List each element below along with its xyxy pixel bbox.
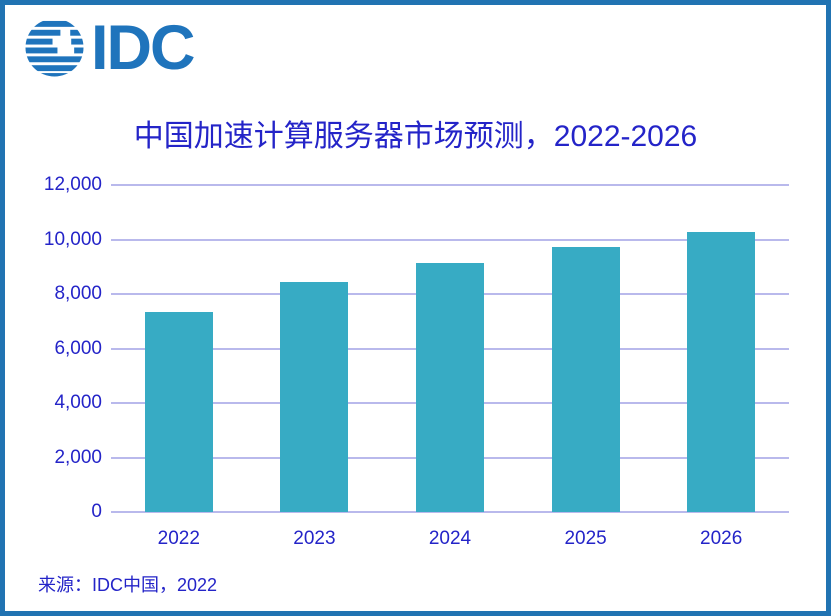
bars-group bbox=[111, 185, 789, 512]
bar-2022 bbox=[144, 312, 213, 512]
idc-logo-text: IDC bbox=[91, 12, 195, 83]
bar-2024 bbox=[415, 262, 484, 512]
bar-chart-plot-area: 2022 2023 2024 2025 2026 0 2,000 4,000 6,000 8,0… bbox=[44, 175, 789, 549]
x-axis-label-2026: 2026 bbox=[700, 528, 743, 549]
y-axis-label: 2,000 bbox=[54, 446, 102, 468]
y-axis-label: 0 bbox=[91, 501, 102, 522]
x-axis-label-2022: 2022 bbox=[157, 528, 200, 549]
idc-globe-icon bbox=[25, 20, 84, 77]
y-axis-label: 12,000 bbox=[43, 174, 102, 195]
x-axis-label-2024: 2024 bbox=[428, 528, 472, 549]
gridline bbox=[111, 184, 789, 186]
y-axis-label: 10,000 bbox=[43, 228, 102, 250]
bar-2025 bbox=[551, 246, 620, 512]
x-axis-label-2023: 2023 bbox=[293, 528, 336, 549]
gridline bbox=[111, 511, 789, 513]
idc-logo: IDC bbox=[25, 12, 195, 83]
bar-2023 bbox=[280, 282, 349, 512]
y-axis-label: 8,000 bbox=[54, 283, 102, 305]
source-note: 来源：IDC中国，2022 bbox=[38, 575, 218, 595]
y-axis-label: 6,000 bbox=[54, 337, 102, 359]
y-axis-label: 4,000 bbox=[54, 392, 102, 414]
x-axis-label-2025: 2025 bbox=[564, 528, 607, 549]
bar-2026 bbox=[687, 231, 756, 512]
chart-title: 中国加速计算服务器市场预测，2022-2026 bbox=[133, 120, 698, 153]
gridline bbox=[111, 238, 789, 241]
x-axis-labels: 2022 2023 2024 2025 2026 bbox=[111, 528, 789, 550]
